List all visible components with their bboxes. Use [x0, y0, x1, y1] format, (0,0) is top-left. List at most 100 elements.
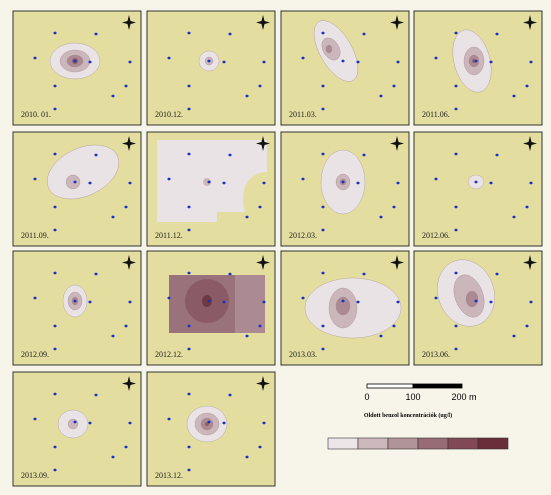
panel-label: 2012.06. [422, 231, 450, 240]
well [396, 300, 400, 304]
panel-label: 2013.09. [21, 471, 49, 480]
well [128, 300, 132, 304]
well [356, 60, 360, 64]
well [222, 421, 226, 425]
well [111, 215, 115, 219]
well [245, 94, 249, 98]
map-panel: 2012.09. [12, 250, 142, 366]
well [128, 181, 132, 185]
map-panel: 2011.06. [413, 10, 543, 126]
map-panel: 2011.09. [12, 131, 142, 247]
north-arrow [122, 136, 136, 151]
panel-label: 2011.09. [21, 231, 49, 240]
well [207, 299, 211, 303]
plume [157, 140, 267, 222]
well [434, 296, 438, 300]
plume [325, 44, 333, 54]
map-panel: 2012.06. [413, 131, 543, 247]
well [474, 299, 478, 303]
well [187, 392, 191, 396]
map-panel: 2013.12. [146, 371, 276, 487]
north-arrow [523, 136, 537, 151]
panel-label: 2012.09. [21, 350, 49, 359]
well [128, 421, 132, 425]
well [258, 324, 262, 328]
well [94, 32, 98, 36]
well [187, 324, 191, 328]
well [454, 152, 458, 156]
well [362, 153, 366, 157]
well [495, 272, 499, 276]
panel-label: 2010. 01. [21, 110, 51, 119]
well [321, 152, 325, 156]
scale-label: 0 [364, 392, 369, 402]
well [187, 271, 191, 275]
map-panel: 2012.03. [280, 131, 410, 247]
well [187, 31, 191, 35]
well [454, 107, 458, 111]
well [245, 215, 249, 219]
well [525, 324, 529, 328]
well [124, 445, 128, 449]
well [262, 300, 266, 304]
north-arrow [523, 255, 537, 270]
panel-label: 2012.03. [289, 231, 317, 240]
well [262, 60, 266, 64]
well [187, 107, 191, 111]
well [262, 181, 266, 185]
well [53, 152, 57, 156]
map-panel: 2011.03. [280, 10, 410, 126]
well [379, 215, 383, 219]
well [88, 300, 92, 304]
well [222, 181, 226, 185]
north-arrow [122, 376, 136, 391]
well [33, 296, 37, 300]
well [207, 420, 211, 424]
well [73, 59, 77, 63]
panel-label: 2012.12. [155, 350, 183, 359]
well [512, 215, 516, 219]
well [94, 393, 98, 397]
scale-label: 200 m [451, 392, 476, 402]
well [258, 445, 262, 449]
panel-label: 2011.06. [422, 110, 450, 119]
well [525, 84, 529, 88]
well [187, 84, 191, 88]
panel-label: 2013.12. [155, 471, 183, 480]
well [341, 59, 345, 63]
well [321, 324, 325, 328]
well [53, 271, 57, 275]
legend-swatch [387, 437, 419, 450]
well [529, 60, 533, 64]
scale-segment [412, 383, 463, 389]
well [495, 32, 499, 36]
scale-bar: 0 100 200 m [364, 383, 477, 402]
map-panel: 2013.03. [280, 250, 410, 366]
well [489, 181, 493, 185]
well [301, 56, 305, 60]
well [73, 420, 77, 424]
well [128, 60, 132, 64]
north-arrow [256, 136, 270, 151]
north-arrow [390, 15, 404, 30]
north-arrow [256, 376, 270, 391]
well [94, 272, 98, 276]
well [207, 180, 211, 184]
well [53, 228, 57, 232]
well [228, 153, 232, 157]
well [53, 347, 57, 351]
well [111, 94, 115, 98]
map-panel: 2013.06. [413, 250, 543, 366]
well [167, 417, 171, 421]
well [167, 296, 171, 300]
well [454, 84, 458, 88]
panel-label: 2011.12. [155, 231, 183, 240]
north-arrow [256, 15, 270, 30]
well [434, 56, 438, 60]
well [228, 393, 232, 397]
well [187, 228, 191, 232]
well [187, 468, 191, 472]
map-panel: 2012.12. [146, 250, 276, 366]
well [111, 334, 115, 338]
well [489, 60, 493, 64]
